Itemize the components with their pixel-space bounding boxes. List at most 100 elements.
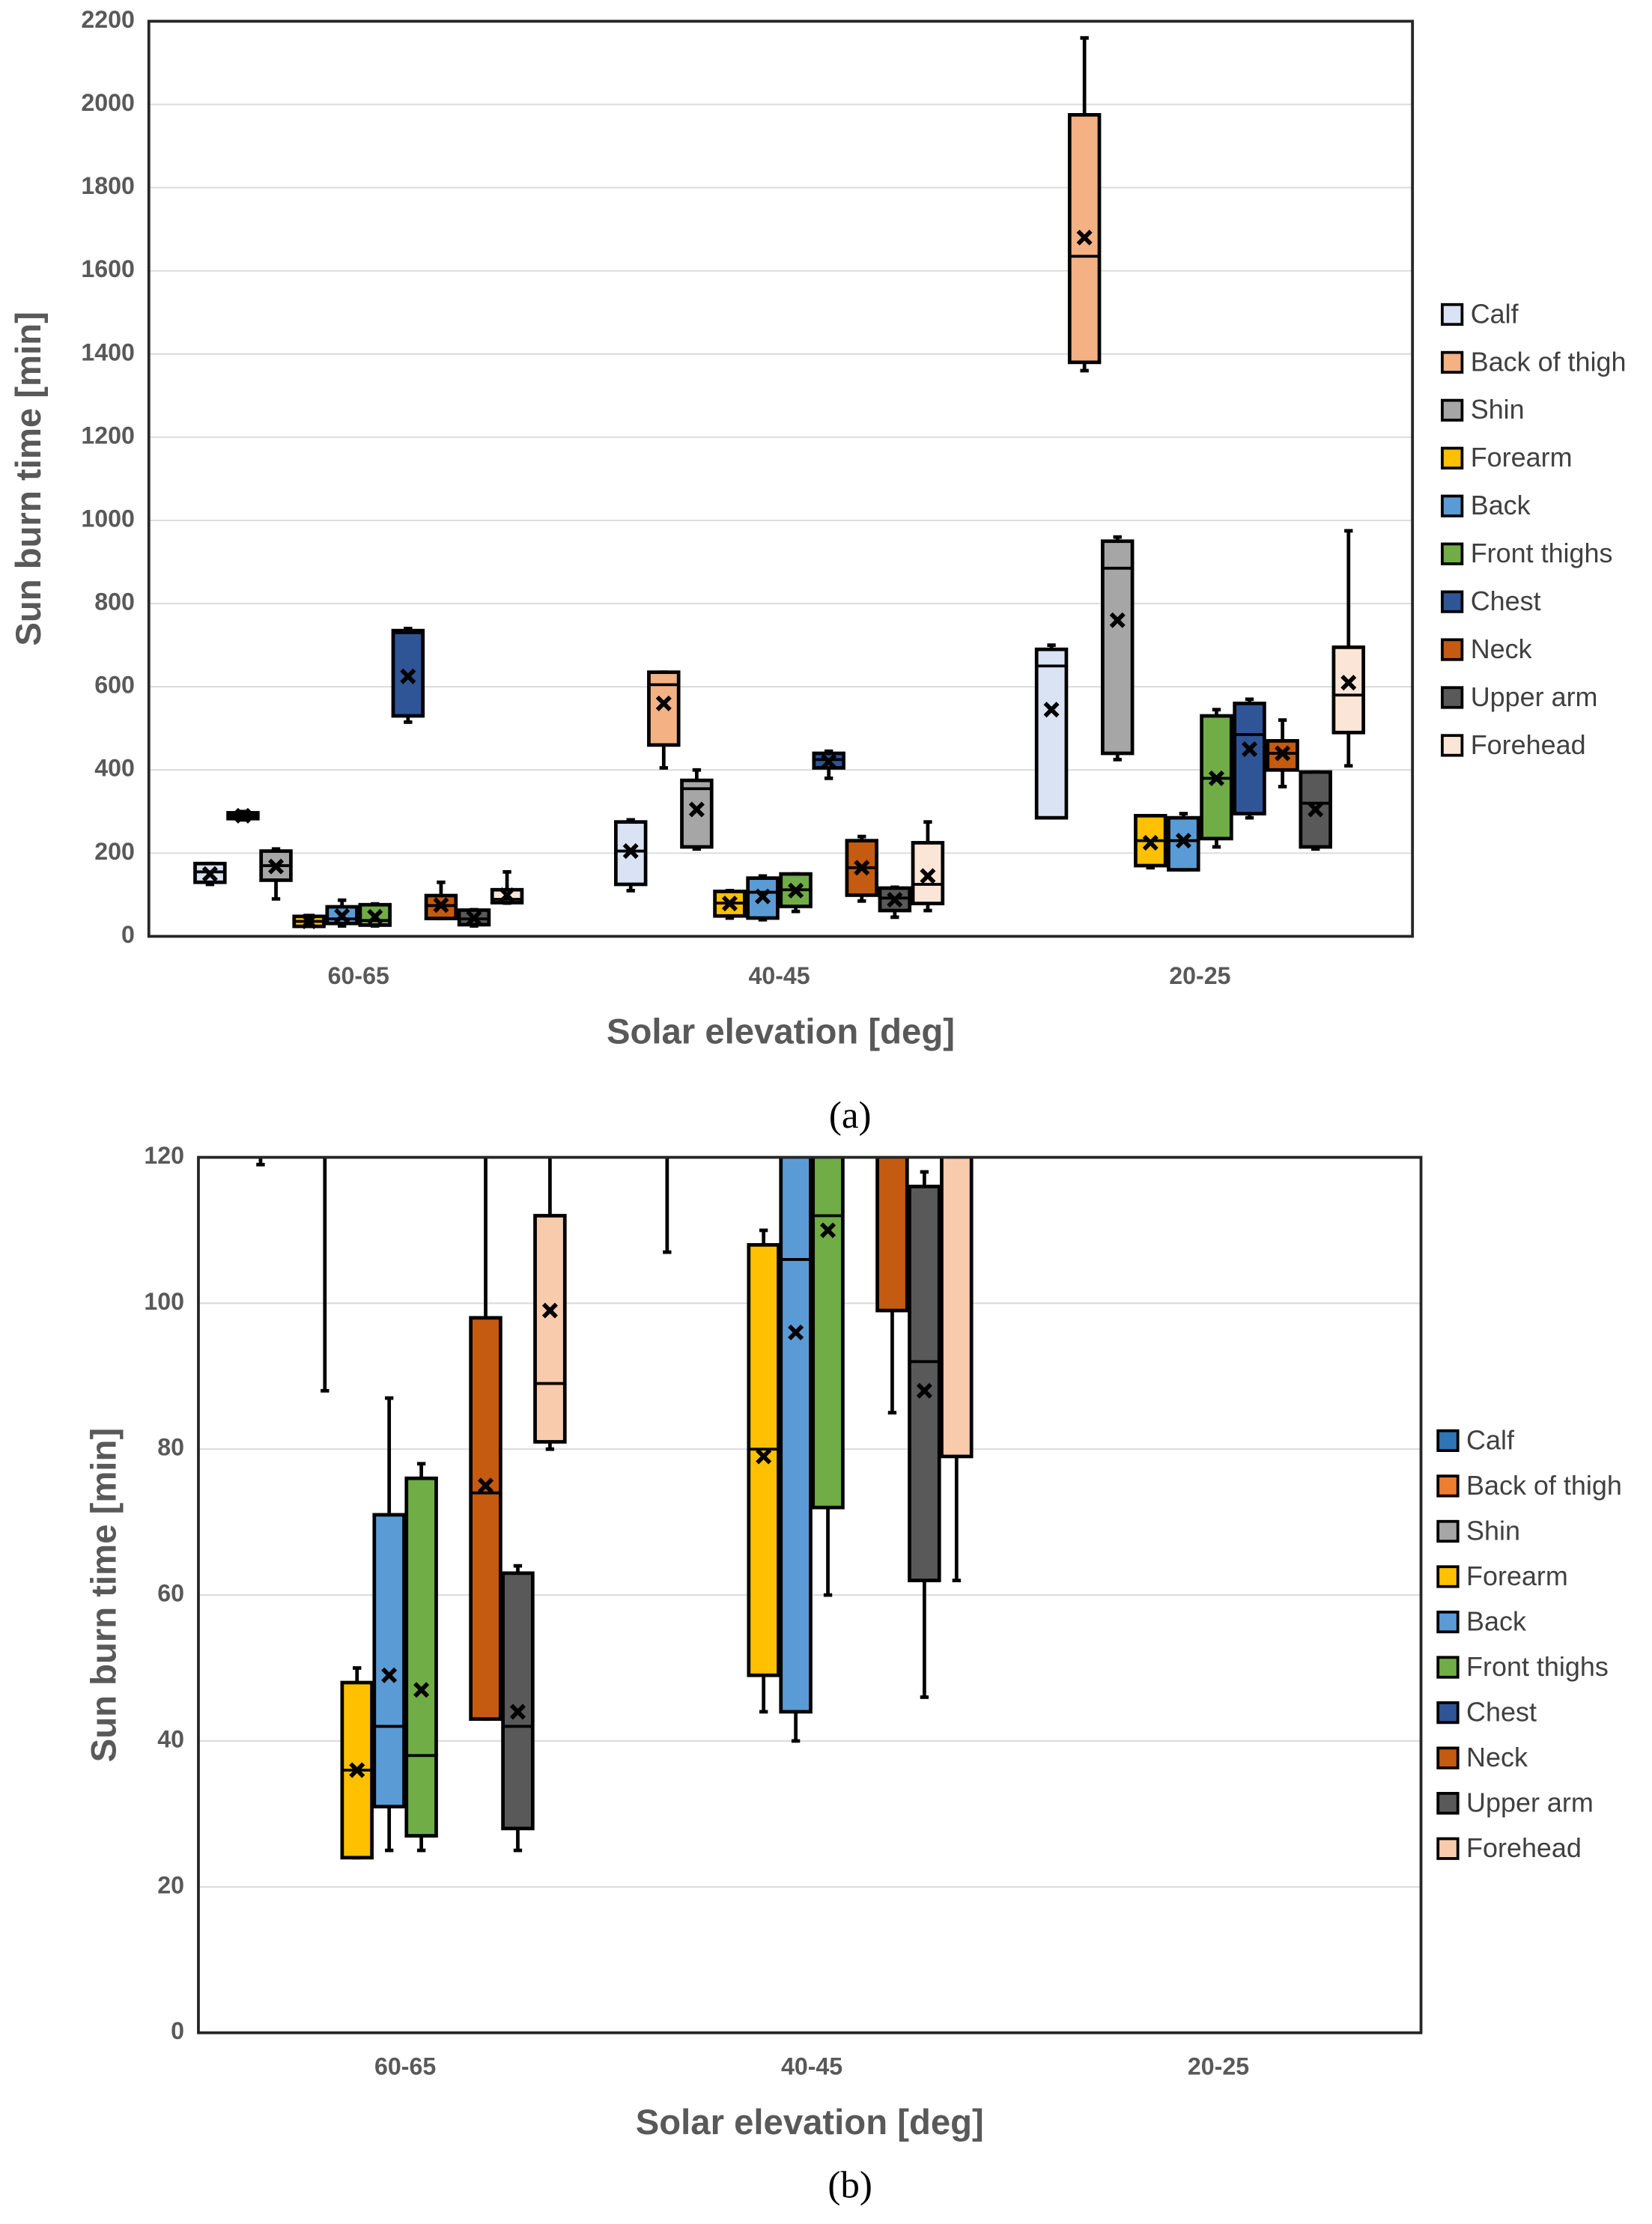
legend-label: Forehead [1466,1832,1582,1863]
legend-label: Back of thigh [1466,1470,1622,1501]
legend-swatch [1436,1565,1460,1588]
legend-label: Forearm [1466,1561,1568,1591]
plot-area [256,968,974,1860]
mean-marker [1076,229,1093,246]
y-tick-label: 1200 [81,422,135,449]
plot-frame [147,19,1415,938]
box [404,1476,438,1838]
y-tick-label: 60 [157,1580,184,1607]
mean-marker [1142,834,1158,851]
box [1100,539,1135,756]
mean-marker [334,908,350,924]
box [372,1513,406,1808]
legend-swatch [1441,542,1464,565]
caption: (b) [827,2163,872,2206]
x-axis-title: Solar elevation [deg] [636,2103,984,2142]
legend-label: Back [1471,490,1531,520]
mean-marker [413,1682,430,1698]
legend-swatch [1441,734,1464,757]
y-tick-label: 200 [94,838,135,865]
mean-marker [1242,741,1258,757]
x-tick-label: 60-65 [374,2053,436,2079]
mean-marker [756,1448,772,1465]
mean-marker [268,858,285,875]
y-tick-label: 0 [121,921,135,948]
mean-marker [1043,702,1060,718]
box [680,778,714,849]
box [469,1316,502,1722]
legend-label: Chest [1471,586,1541,616]
legend-label: Calf [1466,1424,1515,1455]
y-tick-label: 2000 [81,89,135,116]
legend-label: Shin [1466,1515,1520,1546]
mean-marker [854,860,870,876]
legend-swatch [1441,686,1464,709]
y-axis-title: Sun burn time [min] [9,312,49,646]
mean-marker [466,910,482,926]
legend-label: Neck [1466,1742,1528,1772]
mean-marker [887,892,903,908]
y-tick-label: 100 [144,1288,184,1315]
x-tick-label: 20-25 [1188,2053,1249,2079]
y-tick-label: 400 [94,755,135,782]
mean-marker [1175,833,1191,849]
mean-marker [1275,745,1291,762]
y-tick-label: 800 [94,589,135,616]
mean-marker [381,1667,398,1683]
mean-marker [1208,770,1224,786]
mean-marker [234,807,251,824]
box [875,1157,909,1313]
box [1167,815,1200,872]
legend-swatch [1436,1746,1460,1769]
mean-marker [920,868,936,884]
legend-swatch [1441,398,1464,422]
mean-marker [367,908,383,925]
mean-marker [499,887,515,903]
mean-marker [821,753,837,770]
legend-label: Shin [1471,394,1525,425]
mean-marker [201,866,218,882]
box [779,1157,813,1714]
legend-label: Upper arm [1466,1787,1594,1818]
legend-swatch [1441,446,1464,470]
mean-marker [820,1222,836,1239]
legend-label: Forehead [1471,729,1586,760]
mean-marker [950,968,963,981]
x-tick-label: 60-65 [328,962,389,989]
legend-swatch [1441,350,1464,374]
legend-label: Upper arm [1471,681,1598,712]
y-tick-label: 40 [157,1725,184,1752]
mean-marker [655,695,672,711]
box [747,1243,780,1677]
caption: (a) [829,1094,872,1137]
box [1233,701,1266,815]
y-tick-label: 0 [171,2017,184,2044]
mean-marker [622,843,639,860]
legend-label: Chest [1466,1696,1537,1727]
legend-label: Forearm [1471,442,1573,473]
y-tick-label: 1000 [81,505,135,532]
box [1331,645,1365,735]
box [1034,647,1069,820]
legend-swatch [1441,638,1464,661]
mean-marker [721,896,738,912]
legend-swatch [1436,1701,1460,1725]
mean-marker [788,1324,804,1340]
y-tick-label: 20 [157,1871,184,1898]
mean-marker [1340,675,1357,691]
mean-marker [688,801,705,818]
box [647,670,681,747]
mean-marker [541,1302,558,1319]
legend-label: Neck [1471,634,1533,664]
legend-swatch [1436,1474,1460,1498]
legend-swatch [1436,1429,1460,1453]
mean-marker [301,913,318,929]
mean-marker [788,882,804,899]
legend-swatch [1436,1610,1460,1634]
x-tick-label: 40-45 [748,962,810,989]
y-tick-label: 2200 [81,6,135,33]
x-axis-title: Solar elevation [deg] [607,1012,955,1051]
box [501,1571,535,1831]
y-tick-label: 80 [157,1434,184,1461]
